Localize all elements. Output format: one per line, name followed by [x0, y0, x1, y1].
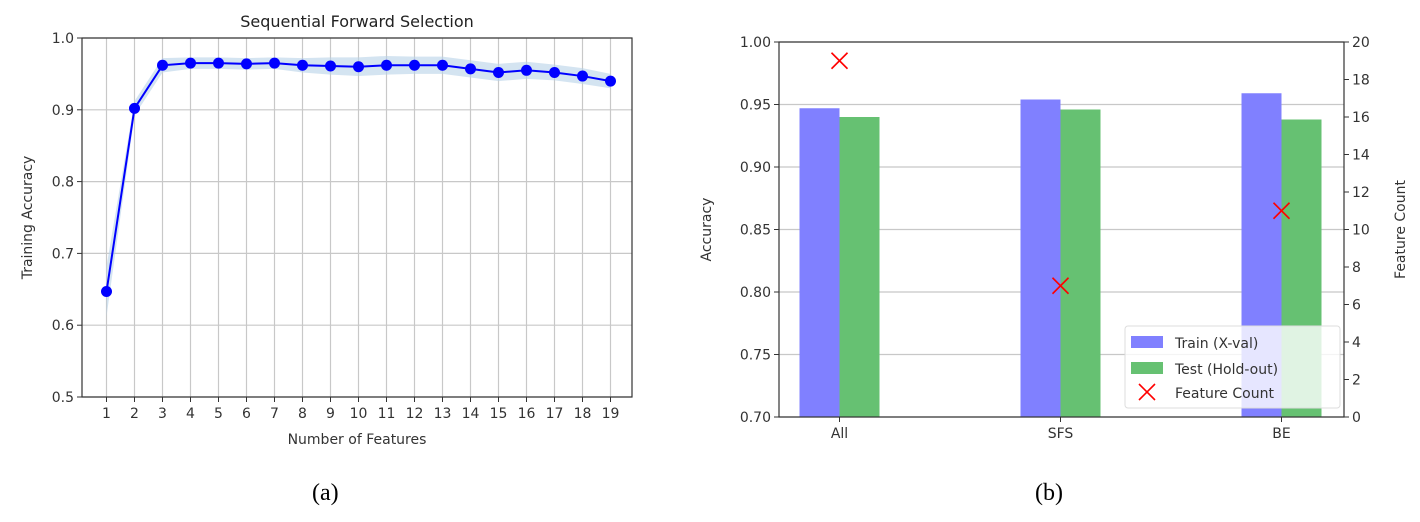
y2-tick-label: 16 [1352, 110, 1370, 126]
data-point [129, 102, 140, 114]
y-tick-label: 0.70 [740, 410, 771, 426]
bar-train [1020, 99, 1061, 417]
y2-tick-label: 14 [1352, 148, 1370, 164]
legend [1124, 325, 1341, 409]
chart-title: Sequential Forward Selection [240, 12, 474, 31]
data-point [409, 59, 420, 71]
x-tick-label: All [831, 426, 848, 442]
data-point [381, 59, 392, 71]
feature-count-marker [1051, 277, 1070, 295]
data-point [213, 57, 224, 69]
bar-test [1060, 109, 1101, 417]
legend-marker [1138, 383, 1156, 401]
y2-tick-label: 8 [1352, 260, 1361, 276]
left-chart: 0.50.60.70.80.91.01 2 3 4 5 6 7 8 9 10 11 12 13 14 15 1… [20, 12, 633, 448]
feature-count-marker [830, 52, 849, 70]
y2-tick-label: 4 [1352, 335, 1361, 351]
plot-frame [778, 41, 1345, 418]
y2-tick-label: 0 [1352, 410, 1361, 426]
y-axis-label: Training Accuracy [20, 156, 36, 281]
x-tick-label: 16 [518, 406, 536, 422]
data-point [437, 59, 448, 71]
y-tick-label: 0.80 [740, 285, 771, 301]
feature-count-marker [1272, 202, 1291, 220]
data-point [241, 58, 252, 70]
y-tick-label: 1.00 [740, 35, 771, 51]
x-tick-label: 11 [378, 406, 396, 422]
y-tick-label: 0.9 [52, 103, 74, 119]
legend-label: Feature Count [1175, 386, 1274, 402]
data-point [493, 66, 504, 78]
data-point [157, 59, 168, 71]
x-tick-label: BE [1272, 426, 1290, 442]
y2-tick-label: 10 [1352, 223, 1370, 239]
x-tick-label: SFS [1048, 426, 1074, 442]
x-tick-label: 14 [462, 406, 480, 422]
caption-a: (a) [312, 480, 339, 506]
x-tick-label: 17 [546, 406, 564, 422]
y-tick-label: 0.8 [52, 175, 74, 191]
data-point [269, 57, 280, 69]
y2-tick-label: 18 [1352, 73, 1370, 89]
data-point [521, 64, 532, 76]
x-tick-label: 9 [326, 406, 335, 422]
y2-tick-label: 12 [1352, 185, 1370, 201]
data-point [549, 66, 560, 78]
x-tick-label: 5 [214, 406, 223, 422]
y2-tick-label: 2 [1352, 373, 1361, 389]
data-point [101, 285, 112, 297]
x-tick-label: 13 [434, 406, 452, 422]
x-tick-label: 3 [158, 406, 167, 422]
data-point [297, 59, 308, 71]
data-point [185, 57, 196, 69]
legend-swatch [1131, 336, 1163, 348]
x-tick-label: 2 [130, 406, 139, 422]
y-tick-label: 0.95 [740, 98, 771, 114]
x-tick-label: 15 [490, 406, 508, 422]
y2-tick-label: 20 [1352, 35, 1370, 51]
y-tick-label: 0.90 [740, 160, 771, 176]
x-tick-label: 4 [186, 406, 195, 422]
y-tick-label: 0.7 [52, 246, 74, 262]
legend-label: Train (X-val) [1174, 336, 1258, 352]
x-tick-label: 1 [102, 406, 111, 422]
x-tick-label: 8 [298, 406, 307, 422]
data-point [353, 61, 364, 73]
y-tick-label: 0.85 [740, 223, 771, 239]
bar-test [839, 117, 880, 417]
y-tick-label: 0.6 [52, 318, 74, 334]
x-tick-label: 6 [242, 406, 251, 422]
y-tick-label: 1.0 [52, 31, 74, 47]
bar-train [799, 108, 840, 417]
data-point [577, 70, 588, 82]
caption-b: (b) [1035, 480, 1063, 506]
x-tick-label: 10 [350, 406, 368, 422]
data-point [605, 75, 616, 87]
plot-frame [81, 37, 633, 398]
y-axis-label: Accuracy [699, 198, 715, 262]
data-point [465, 63, 476, 75]
y-tick-label: 0.5 [52, 390, 74, 406]
x-tick-label: 18 [574, 406, 592, 422]
data-point [325, 60, 336, 72]
y2-axis-label: Feature Count [1393, 180, 1409, 279]
y-tick-label: 0.75 [740, 348, 771, 364]
x-tick-label: 19 [602, 406, 620, 422]
x-tick-label: 7 [270, 406, 279, 422]
x-axis-label: Number of Features [288, 432, 427, 448]
legend-label: Test (Hold-out) [1174, 362, 1278, 378]
right-chart: 0.70 0.75 0.80 0.85 0.90 0.95 1.00 0 2 4 6 8 10 12 14 1… [699, 35, 1409, 442]
legend-swatch [1131, 362, 1163, 374]
y2-tick-label: 6 [1352, 298, 1361, 314]
x-tick-label: 12 [406, 406, 424, 422]
